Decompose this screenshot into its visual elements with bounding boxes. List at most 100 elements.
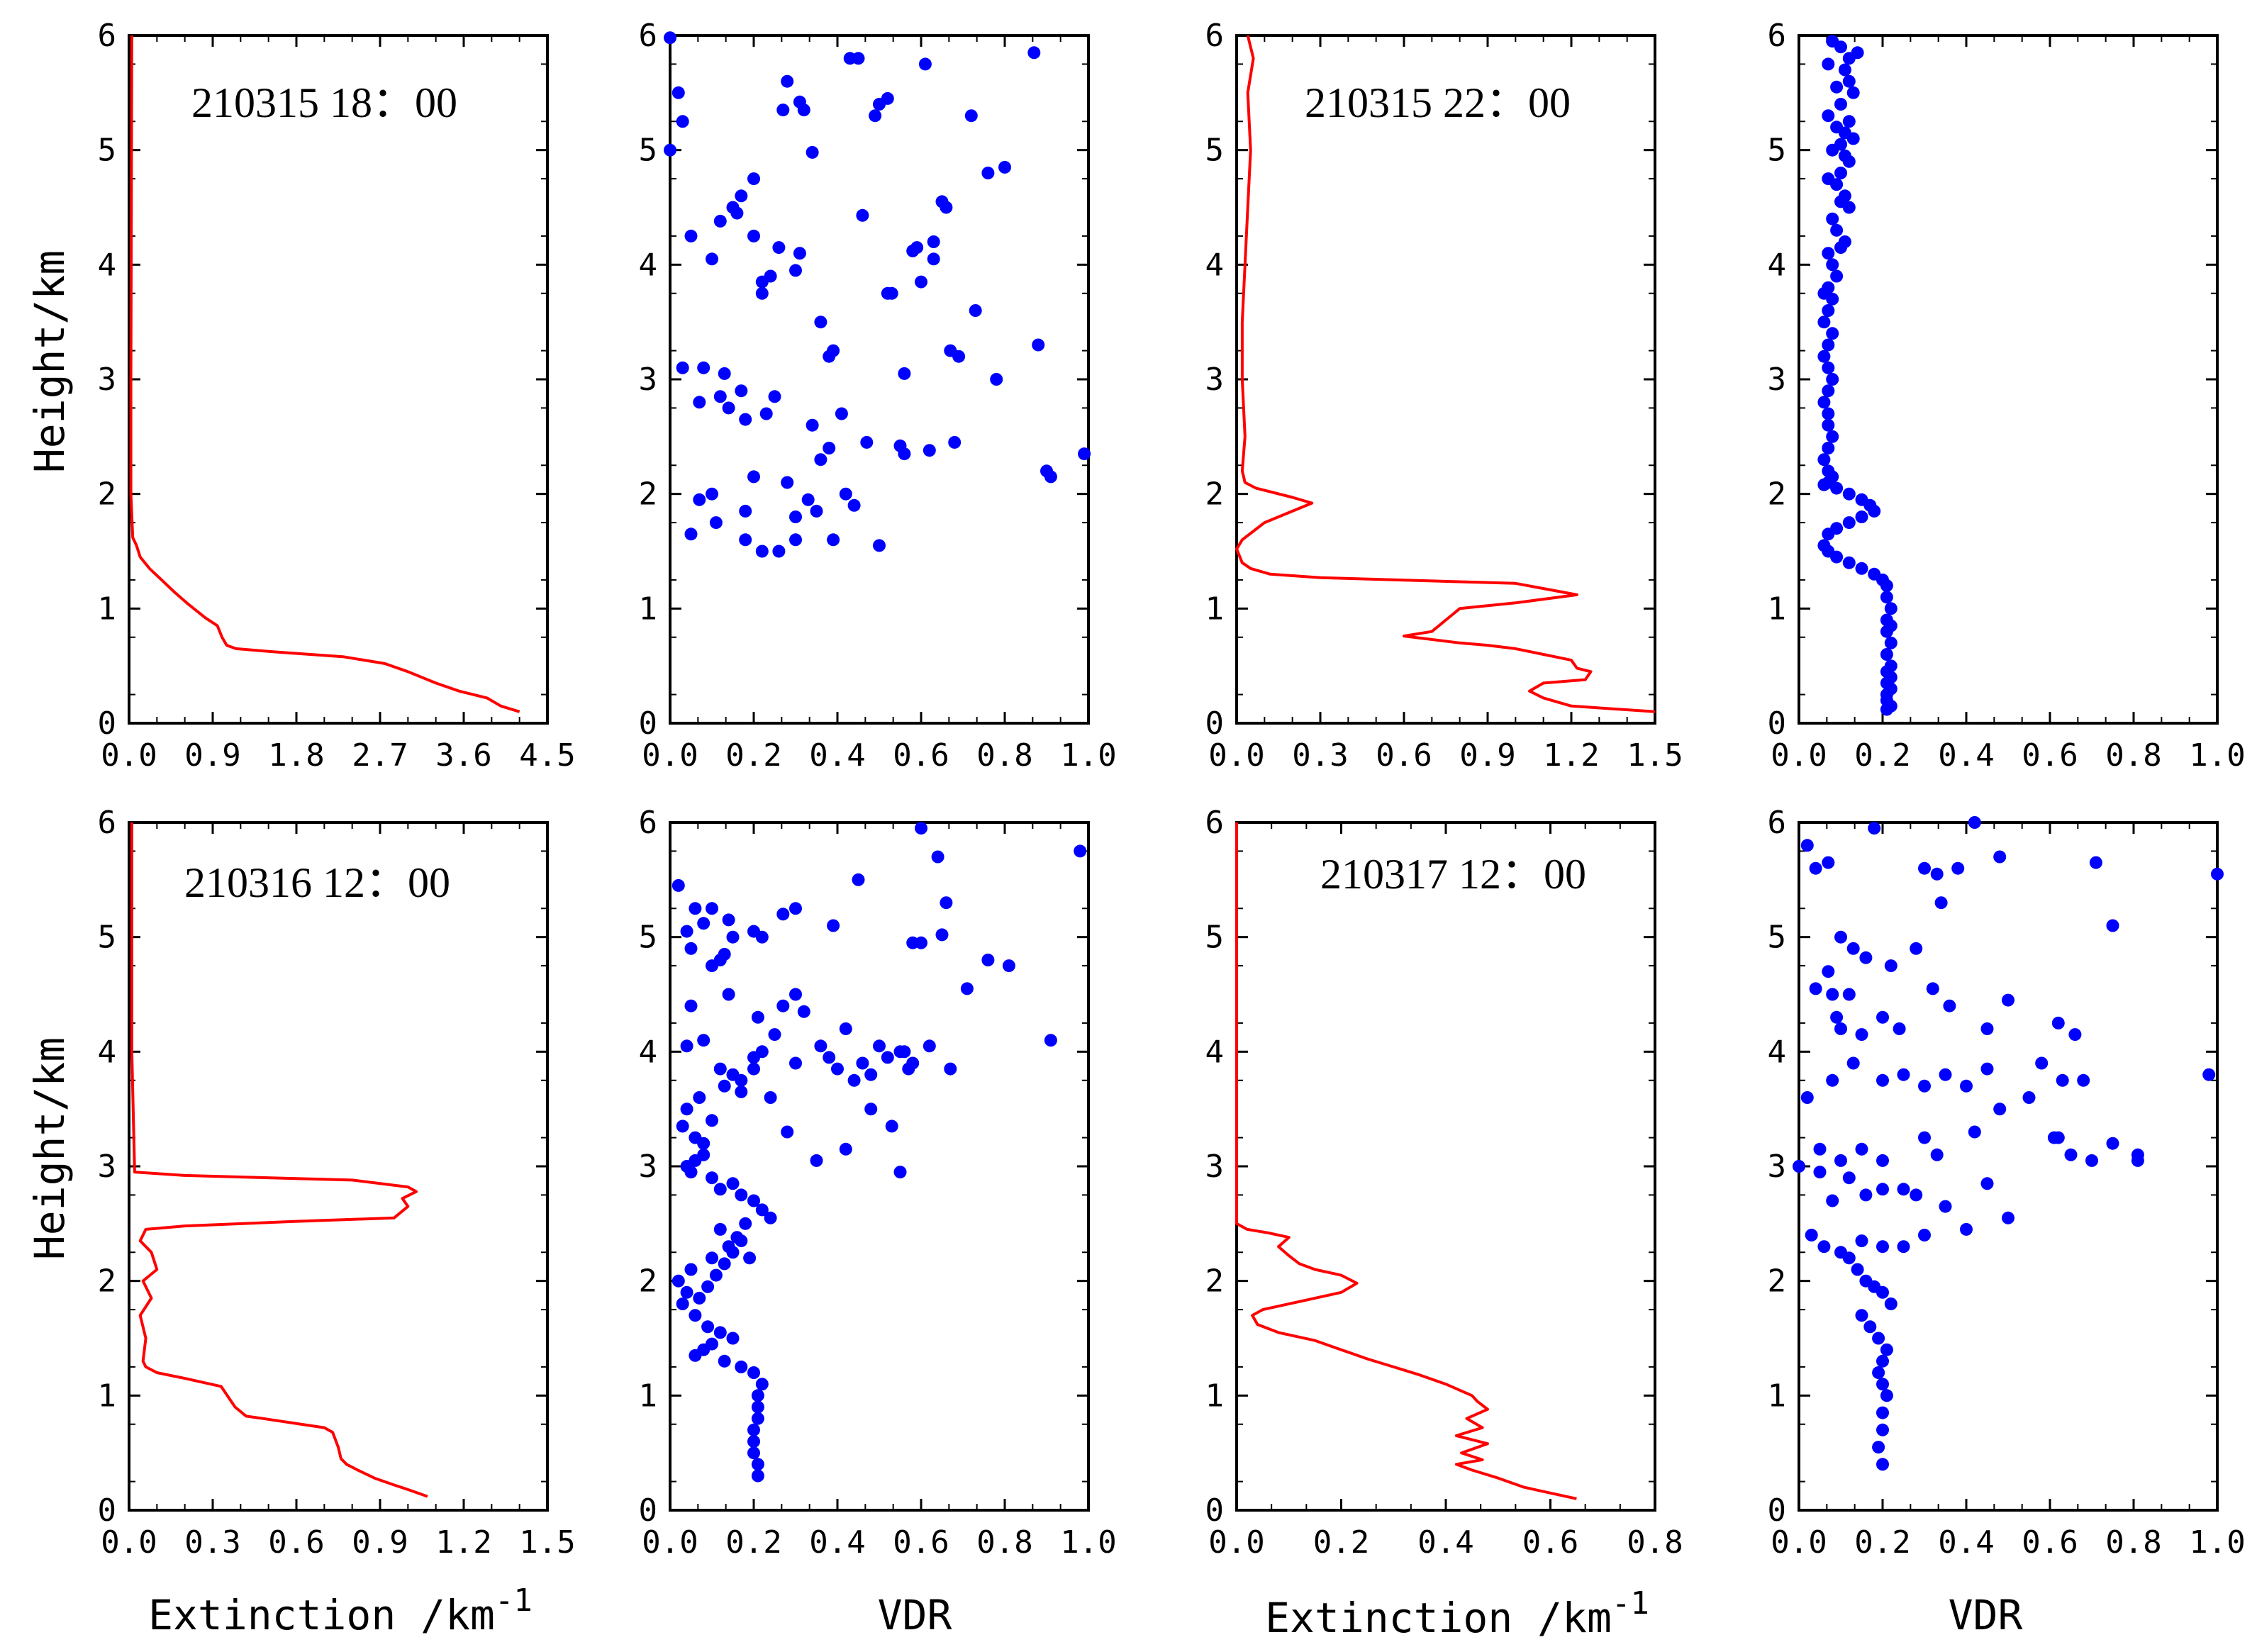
vdr-point <box>684 229 698 242</box>
timestamp-annotation: 210316 12：00 <box>184 859 450 906</box>
x-tick-label: 0.8 <box>976 737 1032 774</box>
y-tick-label: 0 <box>639 705 658 742</box>
y-tick-label: 1 <box>639 591 658 627</box>
vdr-point <box>814 453 827 467</box>
vdr-point <box>751 1400 764 1414</box>
vdr-point <box>735 384 748 398</box>
vdr-point <box>873 539 886 552</box>
vdr-point <box>1993 850 2007 864</box>
vdr-point <box>1876 1240 1889 1254</box>
x-tick-label: 0.8 <box>2105 1524 2161 1561</box>
y-tick-label: 1 <box>1205 1378 1225 1414</box>
vdr-point <box>664 143 676 157</box>
y-tick-label: 1 <box>639 1378 658 1414</box>
timestamp-annotation: 210317 12：00 <box>1320 851 1586 898</box>
vdr-point <box>839 487 852 501</box>
vdr-point <box>1876 1354 1889 1368</box>
vdr-point <box>1897 1068 1910 1081</box>
y-tick-label: 6 <box>1768 18 1787 54</box>
vdr-point <box>952 350 966 363</box>
vdr-point <box>806 145 819 159</box>
vdr-point <box>981 167 995 179</box>
vdr-point <box>755 1045 769 1059</box>
vdr-point <box>1842 115 1856 128</box>
vdr-point <box>1826 988 1839 1001</box>
x-tick-label: 0.6 <box>893 737 949 774</box>
vdr-point <box>664 31 676 45</box>
vdr-point <box>764 1211 777 1224</box>
vdr-point <box>1032 338 1045 352</box>
x-tick-label: 2.7 <box>352 737 408 774</box>
vdr-point <box>810 504 823 518</box>
vdr-point <box>1872 1366 1885 1379</box>
vdr-point <box>1826 258 1839 272</box>
vdr-point <box>831 1062 844 1076</box>
vdr-point <box>747 1366 760 1379</box>
y-tick-label: 3 <box>639 362 658 398</box>
x-tick-label: 0.0 <box>1771 737 1827 774</box>
vdr-point <box>701 1280 715 1293</box>
vdr-point <box>1842 155 1856 168</box>
vdr-point <box>927 252 940 266</box>
vdr-point <box>814 1039 827 1053</box>
vdr-point <box>1876 1285 1889 1299</box>
plot-frame <box>1798 821 2219 1512</box>
vdr-point <box>1800 1091 1814 1104</box>
panels: 0 1 2 3 4 5 6 0.0 0.9 1.8 2.7 3.6 4.5 210315 18：00 0 1 2… <box>98 18 2246 1561</box>
vdr-point <box>1817 396 1831 409</box>
x-tick-label: 4.5 <box>519 737 575 774</box>
vdr-point <box>860 435 874 449</box>
vdr-point <box>776 999 790 1012</box>
vdr-point <box>1880 591 1893 604</box>
vdr-point <box>722 913 735 927</box>
vdr-point <box>906 936 920 949</box>
x-tick-label: 0.6 <box>268 1524 324 1561</box>
x-tick-label: 0.2 <box>725 737 781 774</box>
vdr-point <box>1822 247 1835 260</box>
y-tick-label: 6 <box>98 18 117 54</box>
plot-frame <box>1798 34 2219 725</box>
vdr-point <box>689 1309 702 1322</box>
vdr-point <box>1876 1010 1889 1024</box>
vdr-point <box>1943 999 1956 1012</box>
vdr-point <box>1939 1200 1952 1213</box>
y-tick-label: 2 <box>1205 1263 1225 1300</box>
vdr-point <box>1855 1028 1868 1042</box>
vdr-point <box>693 493 706 506</box>
x-tick-label: 0.0 <box>642 1524 698 1561</box>
vdr-point <box>940 896 953 910</box>
y-tick-label: 1 <box>1768 591 1787 627</box>
vdr-point <box>751 1469 764 1483</box>
vdr-point <box>1939 1068 1952 1081</box>
vdr-point <box>680 925 693 938</box>
y-tick-label: 4 <box>98 247 117 283</box>
x-tick-label: 0.6 <box>1522 1524 1578 1561</box>
vdr-point <box>1842 1251 1856 1265</box>
vdr-point <box>1993 1103 2007 1116</box>
y-tick-label: 4 <box>639 247 658 283</box>
vdr-point <box>1834 1022 1847 1035</box>
vdr-point <box>739 504 752 518</box>
vdr-point <box>755 1378 769 1391</box>
vdr-point <box>1842 516 1856 530</box>
vdr-point <box>2022 1091 2036 1104</box>
x-tick-label: 1.0 <box>1060 737 1116 774</box>
timestamp-annotation: 210315 18：00 <box>191 79 457 126</box>
vdr-point <box>847 498 861 512</box>
y-tick-label: 3 <box>1768 362 1787 398</box>
vdr-point <box>927 235 940 248</box>
vdr-point <box>1918 1079 1931 1093</box>
y-tick-label: 6 <box>98 805 117 841</box>
vdr-point <box>893 1045 907 1059</box>
vdr-point <box>1078 447 1091 461</box>
vdr-point <box>689 902 702 915</box>
vdr-point <box>722 988 735 1001</box>
vdr-point <box>1930 867 1944 881</box>
vdr-point <box>713 214 727 228</box>
x-tick-label: 0.8 <box>2105 737 2161 774</box>
y-tick-label: 4 <box>1205 247 1225 283</box>
vdr-point <box>671 86 685 99</box>
vdr-point <box>1910 1188 1923 1202</box>
x-tick-label: 0.2 <box>725 1524 781 1561</box>
vdr-point <box>693 1091 706 1104</box>
